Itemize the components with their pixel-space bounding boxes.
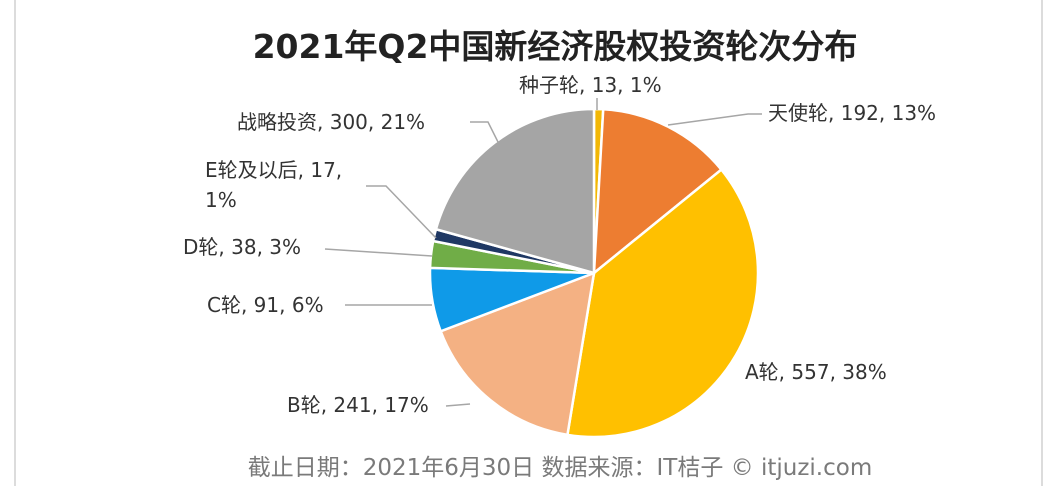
leader-line (445, 403, 471, 407)
leader-line (470, 121, 499, 143)
leader-line (366, 185, 437, 239)
slice-label: 战略投资, 300, 21% (237, 110, 426, 134)
slice-label: A轮, 557, 38% (745, 360, 887, 384)
card-border (14, 0, 1043, 486)
leader-line (324, 248, 433, 257)
pie-slice (434, 107, 596, 275)
slice-label: D轮, 38, 3% (183, 235, 302, 259)
slice-label: 种子轮, 13, 1% (519, 73, 662, 97)
slice-label: E轮及以后, 17, 1% (205, 158, 343, 212)
slice-label: 天使轮, 192, 13% (768, 101, 937, 125)
source-note: 截止日期：2021年6月30日 数据来源：IT桔子 © itjuzi.com (247, 455, 873, 481)
pie-slice (566, 167, 760, 439)
slice-label: C轮, 91, 6% (207, 293, 324, 317)
slice-label: B轮, 241, 17% (287, 393, 429, 417)
pie-slice (592, 107, 724, 276)
pie-slice (439, 271, 596, 437)
leader-line (667, 113, 762, 126)
chart-title: 2021年Q2中国新经济股权投资轮次分布 (252, 27, 858, 66)
